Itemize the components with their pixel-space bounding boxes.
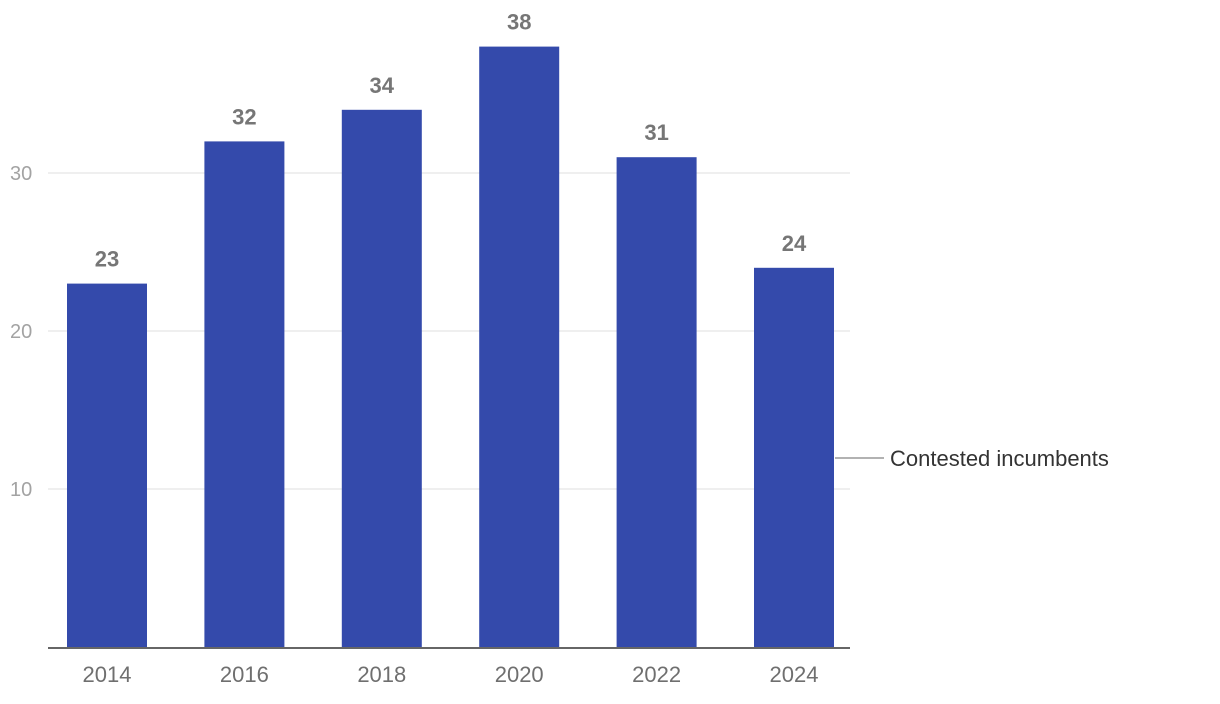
bar-2020 — [479, 46, 560, 648]
y-axis-ticks: 10 20 30 — [10, 163, 32, 501]
x-tick-label-2018: 2018 — [357, 662, 406, 687]
bar-2022 — [616, 157, 697, 647]
data-label-2014: 23 — [95, 247, 119, 272]
data-label-2018: 34 — [370, 73, 395, 98]
legend: Contested incumbents — [835, 446, 1109, 471]
bar-2018 — [341, 109, 422, 648]
x-tick-label-2022: 2022 — [632, 662, 681, 687]
data-label-2024: 24 — [782, 231, 807, 256]
bar-2016 — [204, 141, 285, 647]
y-tick-label-10: 10 — [10, 479, 32, 501]
data-labels: 23 32 34 38 31 24 — [95, 10, 807, 272]
y-tick-label-30: 30 — [10, 163, 32, 185]
bar-2014 — [67, 283, 147, 647]
bars — [67, 46, 834, 648]
data-label-2016: 32 — [232, 104, 256, 129]
x-tick-label-2020: 2020 — [495, 662, 544, 687]
legend-label-contested-incumbents: Contested incumbents — [890, 446, 1109, 471]
x-axis-ticks: 2014 2016 2018 2020 2022 2024 — [83, 662, 819, 687]
y-tick-label-20: 20 — [10, 321, 32, 343]
data-label-2022: 31 — [644, 120, 668, 145]
x-tick-label-2016: 2016 — [220, 662, 269, 687]
x-tick-label-2014: 2014 — [83, 662, 132, 687]
gridlines — [48, 172, 850, 490]
bar-2024 — [754, 267, 834, 647]
data-label-2020: 38 — [507, 10, 531, 35]
x-tick-label-2024: 2024 — [770, 662, 819, 687]
